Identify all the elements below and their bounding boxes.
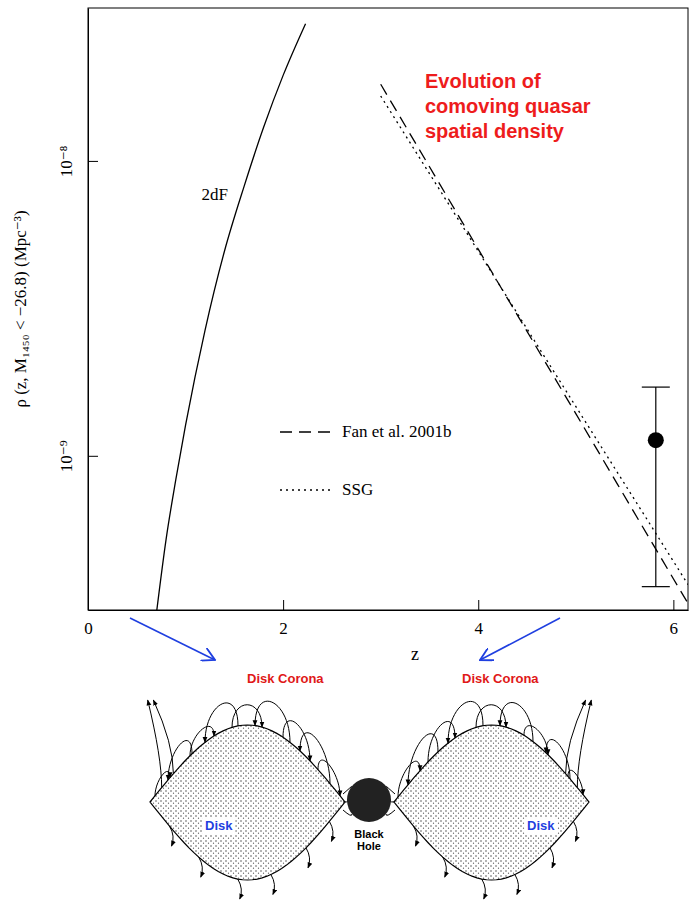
field-line	[283, 721, 310, 761]
tick-mark	[673, 600, 674, 610]
field-line	[199, 857, 203, 877]
field-line	[566, 700, 586, 774]
pointer-arrow	[480, 618, 560, 660]
field-line	[408, 734, 438, 785]
series-line	[381, 84, 688, 603]
black-hole-label: Black	[354, 828, 384, 840]
error-cap	[642, 386, 670, 387]
black-hole-label: Hole	[357, 840, 381, 852]
plot-frame	[88, 8, 688, 610]
tick-label: 2	[279, 619, 288, 638]
field-line	[398, 761, 420, 797]
field-line	[448, 701, 483, 743]
disk-label: Disk	[205, 818, 233, 833]
field-line	[482, 879, 486, 899]
error-cap	[642, 586, 670, 587]
field-line	[476, 705, 506, 728]
series-line	[381, 96, 688, 585]
field-line	[318, 760, 340, 796]
field-line	[232, 705, 262, 728]
y-axis: 10⁻⁹ 10⁻⁸	[57, 9, 98, 611]
tick: 2	[279, 600, 288, 638]
label-background	[203, 817, 235, 834]
field-line	[524, 726, 548, 755]
error-bar	[642, 387, 670, 587]
pointer-arrow	[130, 618, 215, 660]
field-line	[153, 700, 173, 774]
black-hole	[347, 778, 391, 822]
annotation: Evolution of comoving quasar spatial densi…	[425, 70, 591, 142]
tick-mark	[88, 456, 98, 457]
data-point	[648, 432, 664, 448]
legend: Fan et al. 2001b SSG	[280, 422, 452, 499]
field-line	[515, 875, 519, 895]
disk	[150, 725, 345, 880]
field-line	[573, 821, 577, 841]
tick-label: 6	[670, 619, 679, 638]
field-line	[414, 826, 418, 846]
field-line	[500, 703, 533, 742]
legend-swatch	[280, 431, 330, 432]
annotation-line: comoving quasar	[425, 95, 591, 117]
tick: 6	[670, 600, 679, 638]
annotation-line: Evolution of	[425, 70, 541, 92]
field-line	[271, 875, 275, 895]
annotation-line: spatial density	[425, 120, 565, 142]
field-line	[168, 741, 192, 780]
field-line	[238, 879, 242, 899]
chart-svg: 0 2 4 6 10⁻⁹ 10⁻⁸ z ρ (z, M₁₄₅₀ < −26.8) (Mpc⁻³…	[0, 0, 694, 919]
legend-swatch	[280, 489, 330, 490]
tick-label: 10⁻⁸	[57, 145, 76, 177]
corona-label: Disk Corona	[462, 671, 539, 686]
tick-label: 10⁻⁹	[57, 440, 76, 472]
disk-diagram: Disk Corona Disk Corona Disk Disk BlackHole	[148, 671, 592, 899]
tick-mark	[478, 600, 479, 610]
tick-label: 4	[474, 619, 483, 638]
tick: 10⁻⁸	[57, 145, 98, 177]
legend-label: SSG	[342, 480, 373, 499]
tick: 4	[474, 600, 483, 638]
series-label: 2dF	[202, 185, 228, 204]
x-axis-title: z	[411, 644, 419, 664]
field-line	[428, 721, 455, 761]
field-line	[300, 733, 330, 784]
error-bar-stem	[655, 387, 656, 587]
field-line	[329, 821, 333, 841]
axis-line	[89, 610, 689, 611]
field-line	[170, 826, 174, 846]
plot-area	[156, 24, 688, 610]
field-line	[190, 726, 214, 755]
y-axis-title: ρ (z, M₁₄₅₀ < −26.8) (Mpc⁻³)	[11, 210, 30, 407]
field-line	[205, 703, 238, 742]
axis-line	[88, 9, 89, 611]
tick-mark	[88, 161, 98, 162]
series-line	[156, 24, 305, 610]
disk-label: Disk	[527, 818, 555, 833]
disk	[394, 725, 589, 880]
corona-label: Disk Corona	[247, 671, 324, 686]
legend-label: Fan et al. 2001b	[342, 422, 452, 441]
field-line	[550, 848, 554, 868]
tick: 10⁻⁹	[57, 440, 98, 472]
tick-mark	[283, 600, 284, 610]
field-line	[306, 848, 310, 868]
field-line	[443, 857, 447, 877]
label-background	[525, 817, 557, 834]
tick-label: 0	[84, 619, 93, 638]
field-line	[255, 701, 290, 742]
x-axis: 0 2 4 6	[84, 600, 688, 638]
